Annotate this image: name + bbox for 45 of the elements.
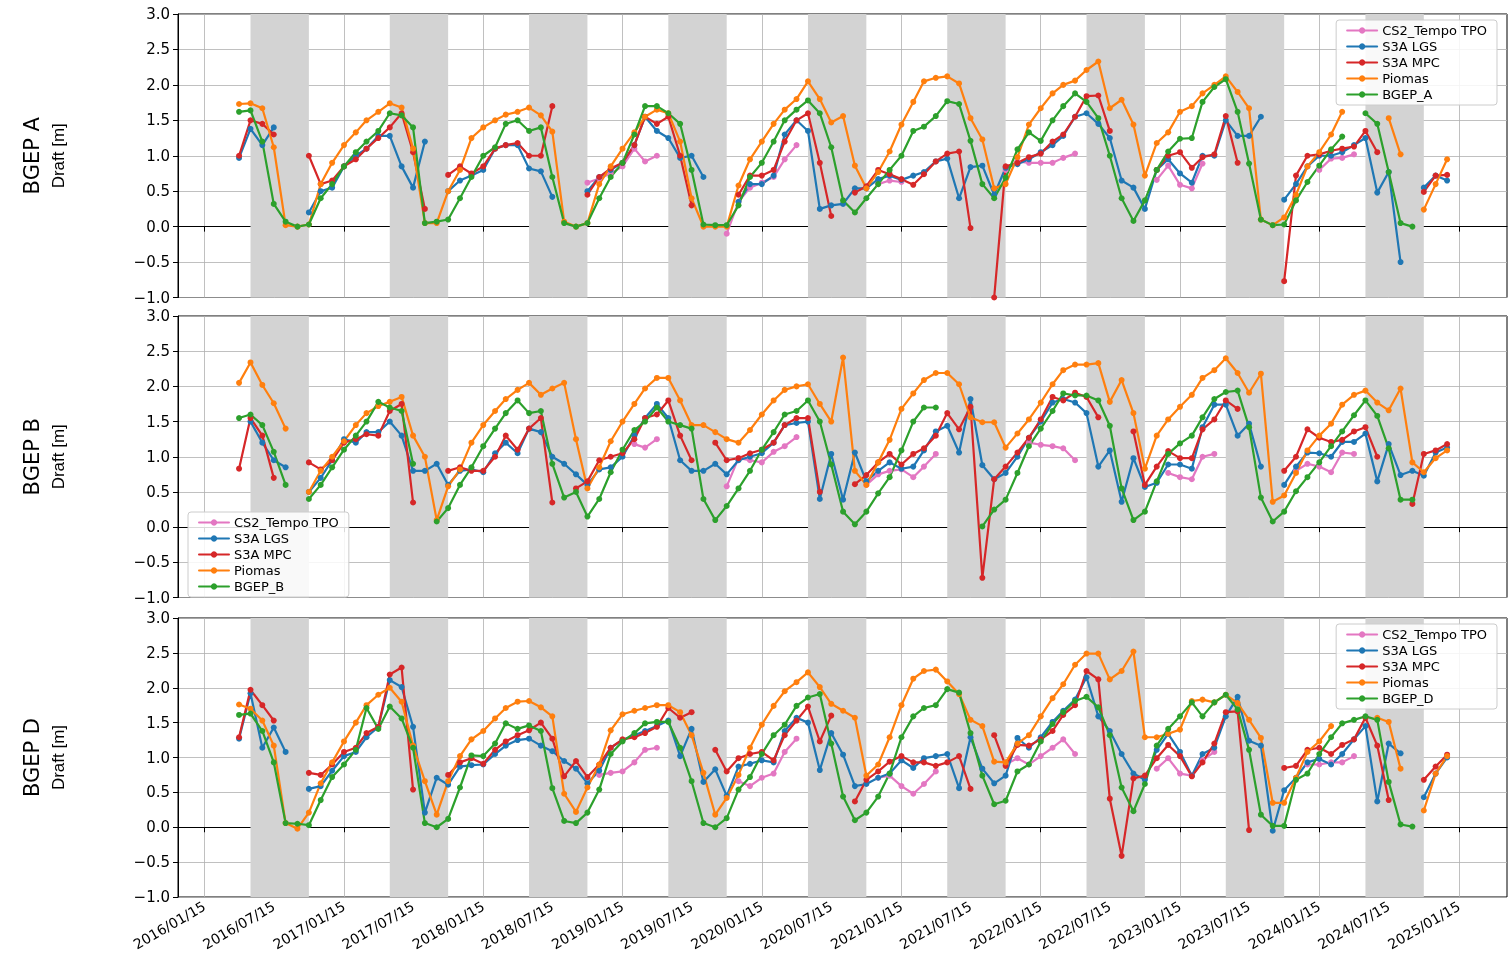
y-tick-label: 2.0: [146, 377, 170, 396]
y-axis-title: BGEP B Draft [m]: [20, 418, 68, 496]
y-tick-label: 0.0: [146, 518, 170, 537]
y-tick-label: −1.0: [133, 888, 170, 906]
y-tick-label: 2.0: [146, 678, 170, 697]
y-tick-label: −0.5: [133, 853, 170, 872]
y-tick-label: 1.5: [146, 713, 170, 732]
y-tick-label: 1.0: [146, 146, 170, 165]
legend-label: Piomas: [234, 563, 281, 578]
legend-label: Piomas: [1382, 71, 1429, 86]
legend-label: CS2_Tempo TPO: [1382, 23, 1488, 38]
legend-label: Piomas: [1382, 675, 1429, 690]
y-tick-label: 1.5: [146, 111, 170, 130]
y-tick-label: 3.0: [146, 307, 170, 325]
legend-label: CS2_Tempo TPO: [1382, 627, 1488, 642]
legend-label: S3A MPC: [1382, 55, 1440, 70]
legend-label: S3A LGS: [234, 531, 290, 546]
legend-label: S3A LGS: [1382, 39, 1438, 54]
legend-label: CS2_Tempo TPO: [234, 515, 339, 530]
legend-label: BGEP_A: [1382, 87, 1433, 102]
legend-label: S3A MPC: [234, 547, 292, 562]
y-tick-label: −1.0: [133, 588, 170, 607]
y-tick-label: 0.5: [146, 482, 170, 501]
legend-label: BGEP_B: [234, 579, 285, 594]
y-tick-label: 3.0: [146, 5, 170, 23]
y-tick-label: 0.5: [146, 783, 170, 802]
y-tick-label: 0.0: [146, 818, 170, 837]
y-tick-label: 1.5: [146, 412, 170, 431]
y-tick-label: 1.0: [146, 447, 170, 466]
y-tick-label: 0.5: [146, 182, 170, 201]
y-axis-title: BGEP D Draft [m]: [20, 717, 68, 798]
y-tick-label: 1.0: [146, 748, 170, 767]
legend-label: S3A MPC: [1382, 659, 1440, 674]
y-tick-label: −0.5: [133, 553, 170, 572]
legend-label: S3A LGS: [1382, 643, 1438, 658]
y-tick-label: 3.0: [146, 609, 170, 627]
y-tick-label: 2.5: [146, 40, 170, 59]
y-axis-title: BGEP A Draft [m]: [20, 116, 68, 195]
y-tick-label: 0.0: [146, 217, 170, 236]
y-tick-label: 2.5: [146, 342, 170, 361]
y-tick-label: −1.0: [133, 288, 170, 307]
y-tick-label: −0.5: [133, 253, 170, 272]
legend-label: BGEP_D: [1382, 691, 1434, 706]
y-tick-label: 2.5: [146, 643, 170, 662]
y-tick-label: 2.0: [146, 75, 170, 94]
